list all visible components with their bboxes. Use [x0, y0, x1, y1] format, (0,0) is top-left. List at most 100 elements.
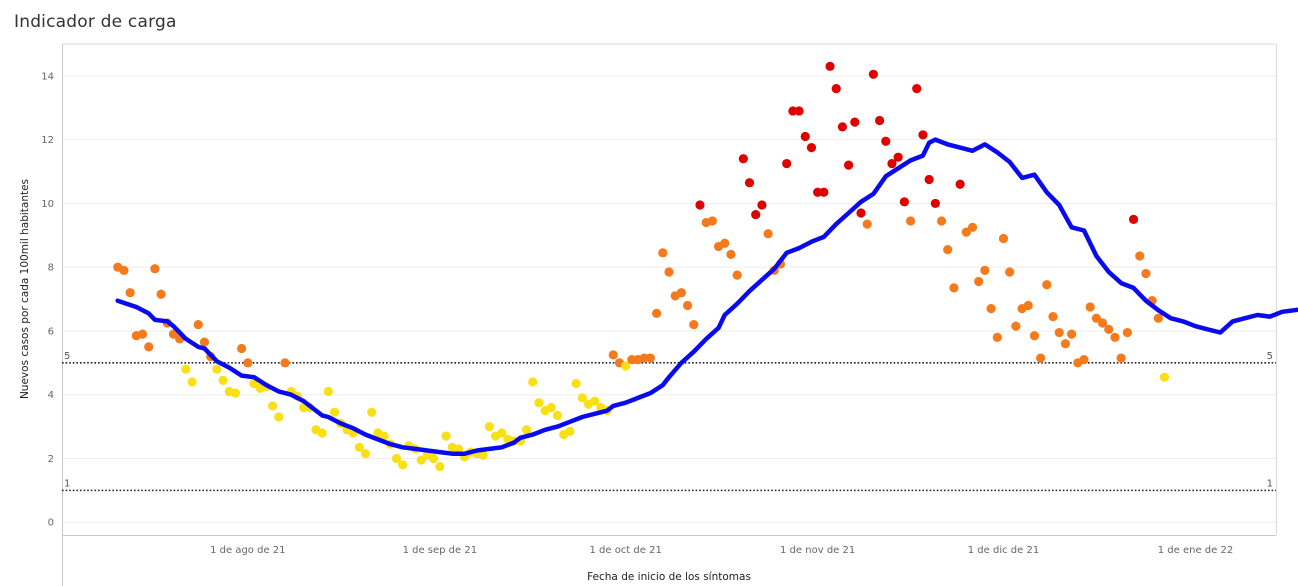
data-point — [150, 264, 160, 274]
data-point — [930, 198, 940, 209]
data-point — [682, 300, 693, 311]
data-point — [1029, 331, 1040, 341]
data-point — [689, 319, 699, 330]
data-point — [856, 208, 866, 218]
data-point — [782, 158, 792, 169]
data-point — [800, 131, 810, 142]
x-tick-label: 1 de nov de 21 — [780, 545, 855, 556]
data-point — [565, 426, 575, 436]
data-point — [658, 248, 668, 258]
y-tick-label: 2 — [48, 454, 54, 465]
data-point — [590, 396, 600, 406]
data-point — [571, 378, 581, 389]
data-point — [806, 143, 817, 153]
data-point — [862, 219, 872, 229]
data-point — [751, 209, 761, 220]
data-point — [1036, 353, 1046, 363]
data-point — [528, 377, 538, 387]
data-point — [230, 388, 241, 398]
data-point — [1011, 321, 1021, 331]
data-point — [831, 84, 841, 94]
x-tick-label: 1 de dic de 21 — [968, 545, 1039, 556]
data-point — [936, 216, 947, 226]
data-point — [212, 364, 222, 374]
data-point — [732, 270, 742, 280]
data-point — [429, 453, 439, 464]
data-point — [825, 61, 835, 71]
data-point — [168, 329, 179, 339]
data-point — [416, 455, 426, 465]
data-point — [1067, 329, 1077, 339]
data-point — [521, 425, 532, 435]
reference-label: 1 — [1267, 478, 1273, 489]
data-point — [137, 329, 148, 339]
data-point — [577, 393, 587, 403]
data-point — [1110, 332, 1120, 342]
data-point — [478, 450, 488, 460]
reference-label: 5 — [1267, 351, 1273, 362]
data-point — [924, 174, 934, 185]
plot-frame — [62, 43, 1277, 586]
data-point — [726, 249, 736, 260]
y-tick-label: 6 — [48, 326, 54, 337]
x-tick-label: 1 de sep de 21 — [403, 545, 478, 556]
data-point — [453, 444, 464, 454]
reference-label: 1 — [64, 478, 70, 489]
x-axis-label: Fecha de inicio de los síntomas — [587, 571, 751, 583]
data-point — [398, 460, 408, 470]
y-tick-label: 12 — [41, 135, 54, 146]
data-point — [1060, 339, 1071, 349]
data-point — [125, 288, 135, 298]
data-point — [943, 245, 953, 255]
data-point — [367, 407, 377, 417]
data-point — [763, 229, 773, 239]
data-point — [354, 442, 364, 452]
data-point — [323, 386, 333, 397]
data-point — [1085, 302, 1095, 312]
data-point — [794, 106, 804, 116]
data-point — [280, 358, 290, 368]
data-point — [119, 265, 129, 275]
data-points — [113, 61, 1170, 472]
y-tick-label: 4 — [48, 390, 54, 401]
data-point — [949, 283, 959, 293]
data-point — [757, 200, 767, 210]
data-point — [1054, 327, 1064, 338]
data-point — [243, 358, 253, 368]
data-point — [237, 343, 247, 354]
data-point — [608, 350, 618, 360]
data-point — [441, 431, 451, 441]
data-point — [534, 398, 544, 408]
data-point — [267, 401, 278, 411]
data-point — [664, 267, 674, 277]
y-tick-label: 10 — [41, 199, 54, 210]
data-point — [329, 407, 340, 417]
data-point — [484, 421, 494, 432]
data-point — [850, 117, 860, 127]
data-point — [881, 136, 891, 146]
data-point — [967, 222, 978, 232]
data-point — [874, 115, 885, 126]
data-point — [744, 178, 755, 188]
data-point — [1153, 313, 1163, 323]
data-point — [819, 187, 829, 197]
data-point — [317, 428, 327, 438]
data-point — [887, 158, 897, 169]
grid-lines — [62, 75, 1276, 523]
data-point — [497, 428, 507, 438]
data-point — [360, 449, 371, 459]
data-point — [546, 402, 556, 413]
data-point — [899, 197, 909, 207]
data-point — [998, 233, 1009, 244]
y-axis-label: Nuevos casos por cada 100mil habitantes — [19, 179, 31, 399]
data-point — [181, 364, 191, 374]
data-point — [1042, 280, 1052, 290]
data-point — [1048, 312, 1058, 322]
data-point — [905, 216, 916, 226]
data-point — [435, 461, 445, 472]
data-point — [1023, 300, 1033, 311]
data-point — [961, 227, 971, 237]
data-point — [187, 377, 197, 387]
data-point — [199, 337, 210, 347]
